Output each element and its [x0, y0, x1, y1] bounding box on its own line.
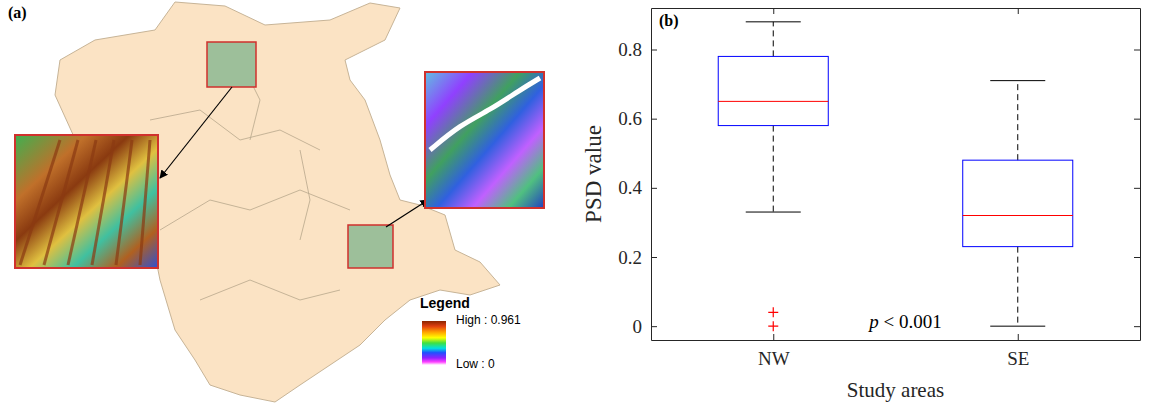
inset-texture: [140, 140, 150, 265]
box: [718, 56, 828, 125]
inset-texture: [68, 140, 96, 265]
tick: [1018, 8, 1019, 14]
axis-line: [651, 9, 652, 341]
inset-se: [425, 72, 544, 208]
whisker-cap: [990, 326, 1045, 327]
whisker-cap: [746, 212, 801, 213]
tick: [1134, 119, 1140, 120]
y-axis-right: [1134, 9, 1141, 341]
tick: [773, 8, 774, 14]
whisker: [1017, 247, 1018, 327]
axis-line: [652, 340, 1141, 341]
y-axis: 0 0.2 0.4 0.6 0.8: [618, 9, 657, 341]
tick-mark: [1134, 50, 1140, 51]
tick-mark: [651, 188, 657, 189]
tick: 0.2: [618, 247, 657, 268]
color-bar-label: High : 0.961: [456, 313, 521, 327]
region-border: [150, 110, 320, 150]
tick: [1134, 257, 1140, 258]
arrow: [386, 200, 428, 227]
annotation: p < 0.001: [867, 312, 941, 333]
outlier: [768, 307, 778, 317]
annotation-part: p: [867, 312, 879, 333]
tick: [1134, 326, 1140, 327]
tick: 0.4: [618, 177, 657, 198]
outlier: [768, 321, 778, 331]
whisker: [1017, 81, 1018, 161]
inset-nw: [15, 135, 158, 268]
whisker: [773, 126, 774, 212]
median: [718, 101, 828, 102]
x-axis: NW SE: [652, 334, 1141, 369]
tick: 0.6: [618, 108, 657, 129]
tick-label: NW: [758, 348, 790, 369]
tick-label: 0: [633, 316, 643, 337]
tick: 0.8: [618, 39, 657, 60]
tick-mark: [651, 119, 657, 120]
tick: [1134, 188, 1140, 189]
study-area: [207, 42, 256, 87]
region-border: [300, 150, 310, 240]
tick-mark: [651, 326, 657, 327]
tick-mark: [1134, 188, 1140, 189]
tick-mark: [1018, 8, 1019, 14]
marks: [718, 22, 1073, 331]
whisker-cap: [746, 21, 801, 22]
tick-mark: [1134, 119, 1140, 120]
tick-mark: [651, 50, 657, 51]
arrow: [160, 87, 232, 178]
tick-mark: [1018, 334, 1019, 340]
x-axis-title: Study areas: [847, 378, 944, 402]
whisker: [773, 22, 774, 57]
tick: SE: [1007, 334, 1029, 369]
inset-texture: [92, 140, 114, 265]
tick-mark: [773, 8, 774, 14]
tick-label: 0.2: [618, 247, 642, 268]
region-border: [200, 280, 340, 300]
tick-label: SE: [1007, 348, 1029, 369]
panel-label: (a): [8, 4, 27, 22]
tick-label: 0.6: [618, 108, 642, 129]
tick-mark: [773, 334, 774, 340]
median: [963, 215, 1073, 216]
inset-texture: [20, 140, 60, 265]
study-area: [348, 225, 393, 268]
panel-label: (b): [659, 12, 679, 30]
tick: 0: [633, 316, 658, 337]
axis-line: [652, 8, 1141, 9]
box-panel: 0 0.2 0.4 0.6 0.8 NW SE: [618, 8, 1140, 369]
axis-line: [1140, 9, 1141, 341]
map-panel: [15, 2, 544, 402]
inset-texture: [116, 140, 132, 265]
whisker-cap: [990, 80, 1045, 81]
figure: (a) Legend High : 0.961 Low : 0 0 0.2 0.4 0.6 0.…: [0, 0, 1153, 405]
region-border: [160, 190, 350, 230]
legend-title: Legend: [420, 295, 470, 311]
y-axis-title: PSD value: [581, 125, 606, 223]
tick-mark: [651, 257, 657, 258]
tick-mark: [1134, 257, 1140, 258]
annotation-part: < 0.001: [879, 312, 942, 333]
tick-label: 0.4: [618, 177, 642, 198]
tick: [1134, 50, 1140, 51]
tick: NW: [758, 334, 790, 369]
color-bar: [422, 321, 446, 365]
tick-label: 0.8: [618, 39, 642, 60]
inset-texture: [430, 78, 540, 150]
color-bar-label: Low : 0: [456, 357, 495, 371]
tick-mark: [1134, 326, 1140, 327]
box: [963, 160, 1073, 246]
x-axis-top: [652, 8, 1141, 14]
